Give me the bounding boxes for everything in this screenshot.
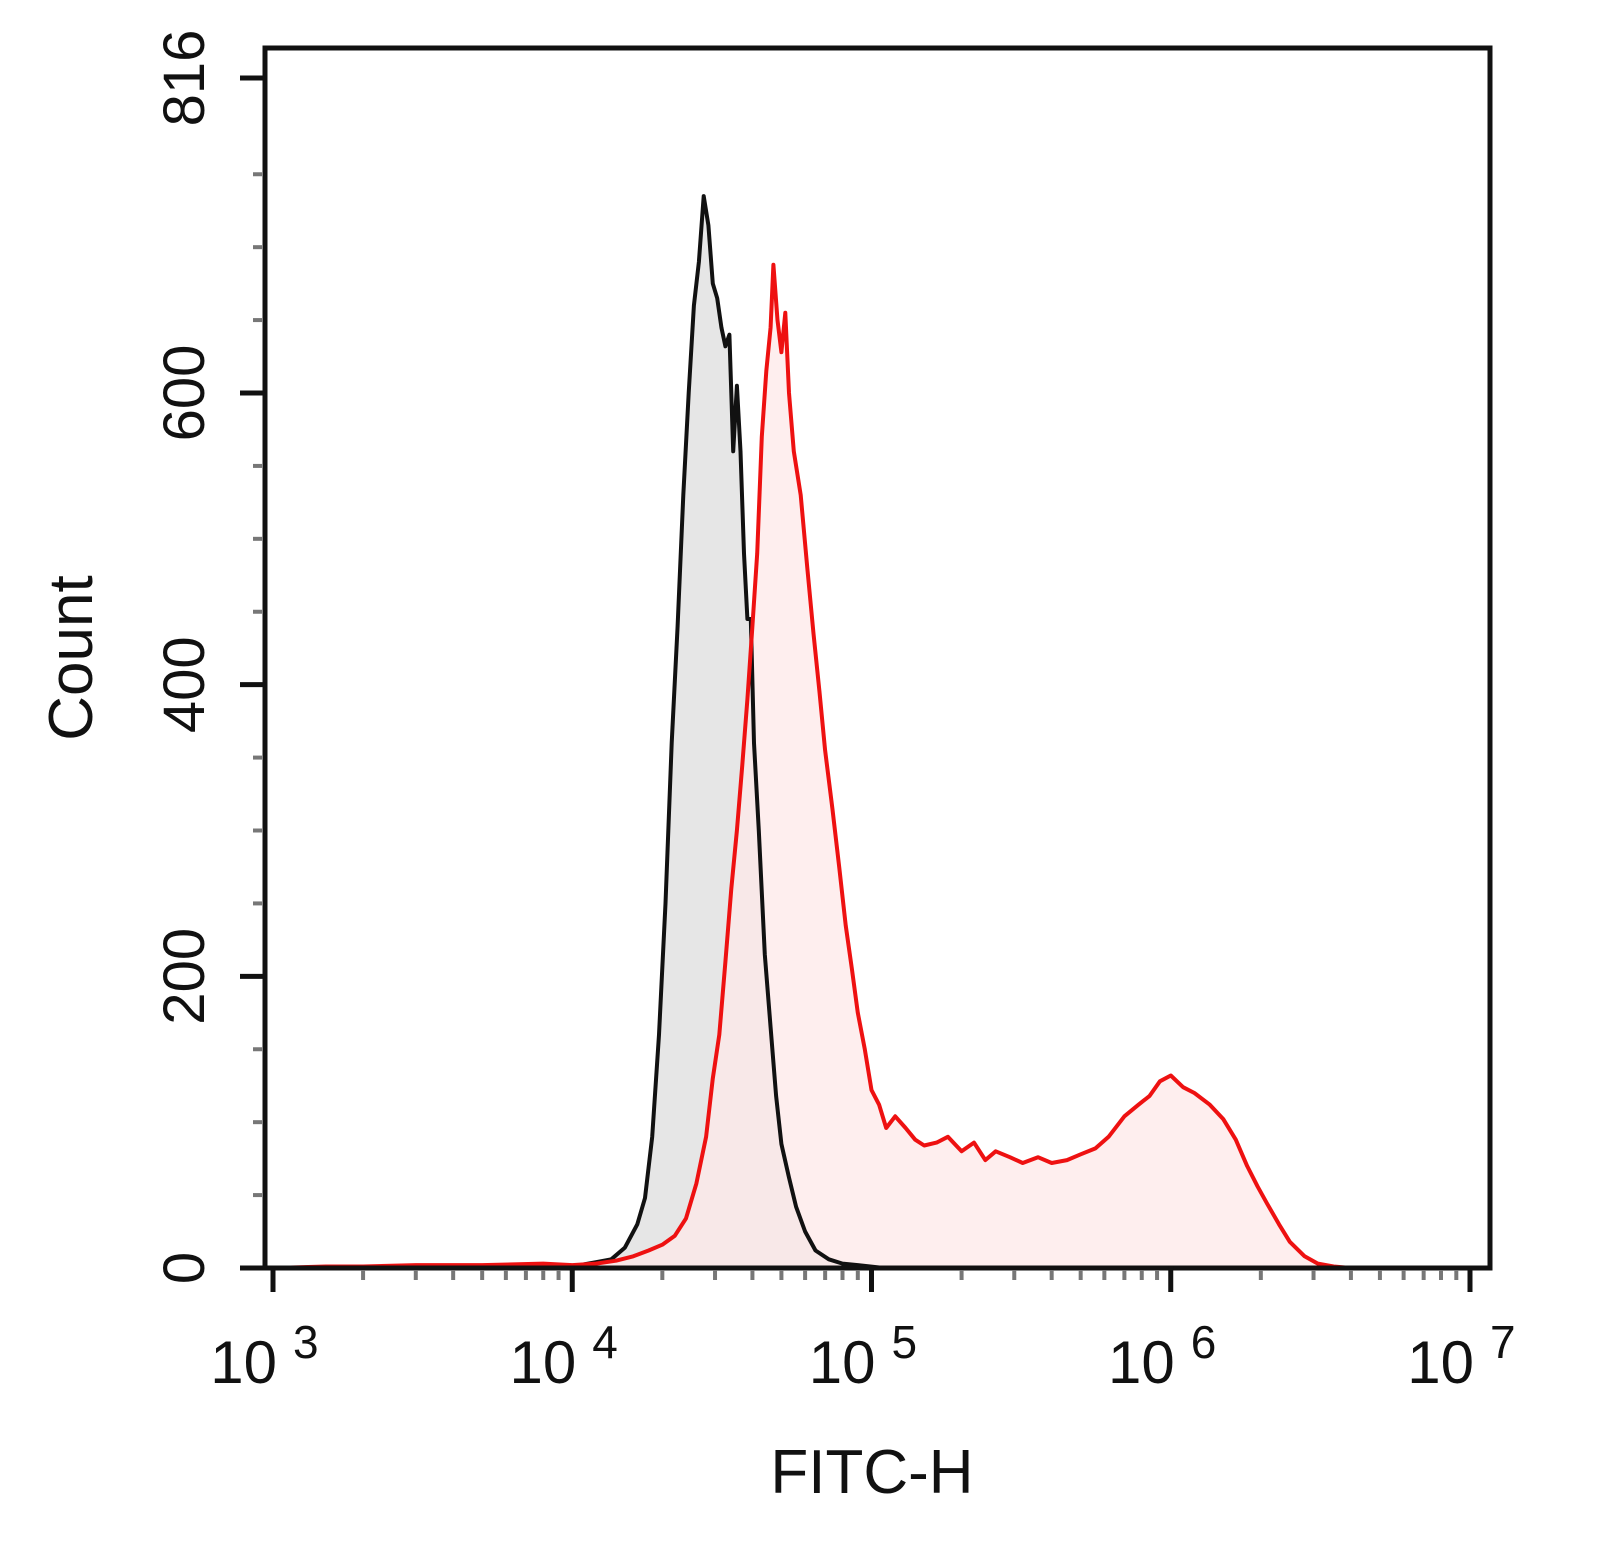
axis-ticks [240,75,1473,1292]
y-tick-label: 400 [152,636,217,733]
y-tick-label: 200 [152,928,217,1025]
y-tick-labels: 0 200 400 600 816 [152,30,217,1285]
x-tick-label-exponent: 5 [892,1316,918,1368]
series-fills [273,196,1470,1269]
x-tick-label-base: 10 [1407,1329,1474,1396]
series-2-line [272,262,1470,1270]
series-lines [272,194,1470,1270]
series-2-fill [273,264,1470,1268]
x-tick-label-exponent: 3 [293,1316,319,1368]
x-tick-labels: 10 3 10 4 10 5 10 6 10 7 [210,1316,1515,1396]
x-tick-label-base: 10 [1108,1329,1175,1396]
x-tick-label-exponent: 4 [592,1316,618,1368]
y-tick-label: 0 [152,1252,217,1284]
x-tick-label-base: 10 [510,1329,577,1396]
series-1-line [272,194,1470,1270]
x-axis-title: FITC-H [770,1438,973,1507]
x-tick-label-base: 10 [210,1329,277,1396]
x-tick-label-exponent: 6 [1191,1316,1217,1368]
plot-frame [262,45,1493,1271]
y-tick-label: 816 [152,30,217,127]
x-tick-label-base: 10 [809,1329,876,1396]
y-tick-label: 600 [152,345,217,442]
y-axis-title: Count [37,575,106,740]
x-tick-label-exponent: 7 [1490,1316,1516,1368]
